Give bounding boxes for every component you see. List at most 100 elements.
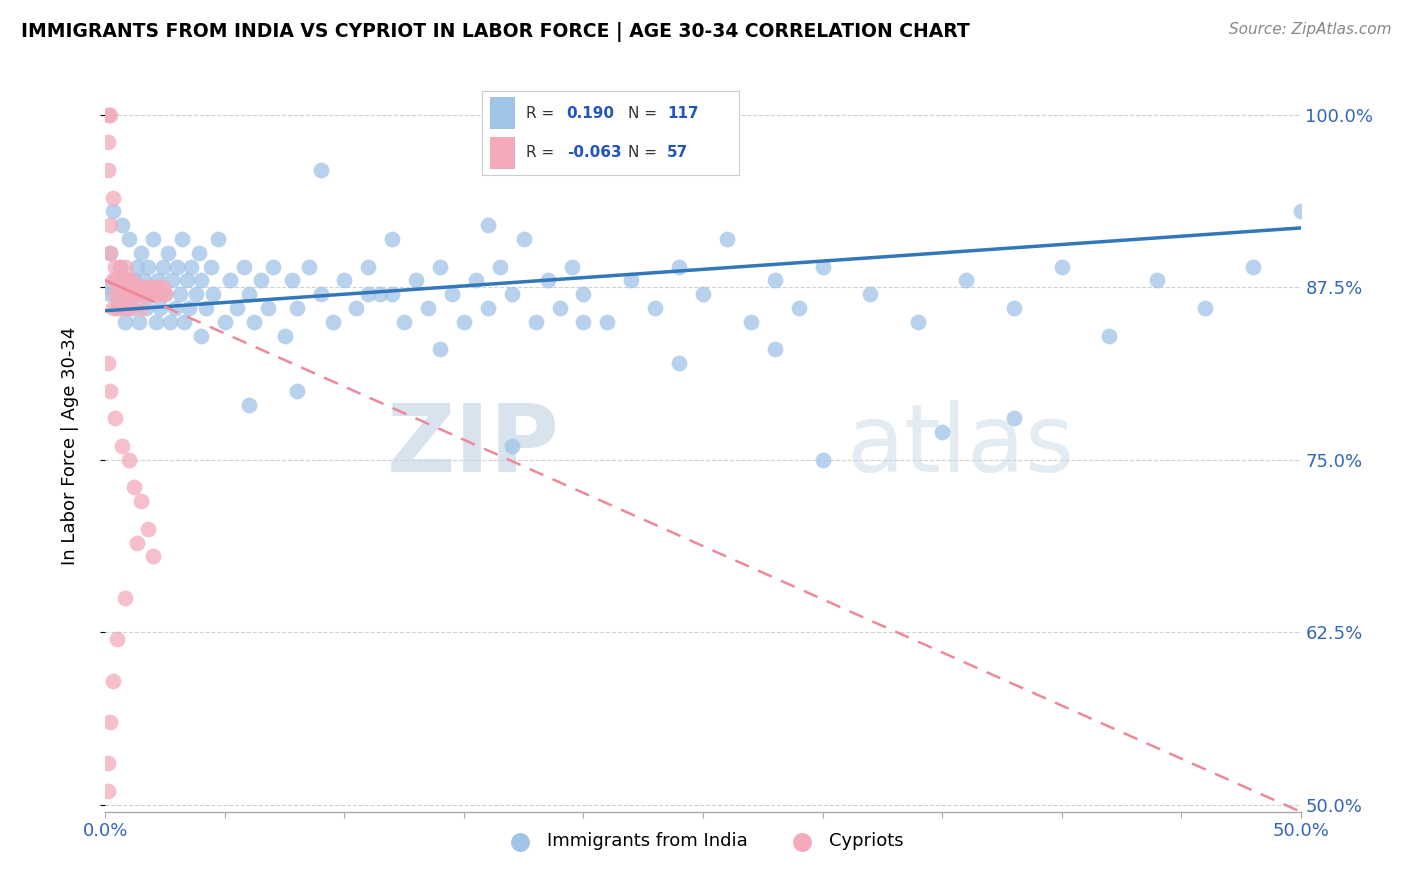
Point — [429, 343, 451, 357]
Point — [173, 315, 195, 329]
Point — [98, 245, 121, 260]
Point — [152, 280, 174, 294]
Point — [138, 280, 160, 294]
Point — [118, 452, 141, 467]
Point — [572, 287, 595, 301]
Point — [309, 287, 332, 301]
Point — [129, 280, 153, 294]
Point — [122, 280, 145, 294]
Point — [242, 315, 264, 329]
Point — [145, 315, 167, 329]
Point — [931, 425, 953, 440]
Point — [309, 163, 332, 178]
Point — [115, 273, 138, 287]
Point — [97, 356, 120, 370]
Point — [214, 315, 236, 329]
Point — [162, 273, 184, 287]
Point — [118, 301, 141, 315]
Point — [763, 273, 786, 287]
Y-axis label: In Labor Force | Age 30-34: In Labor Force | Age 30-34 — [60, 326, 79, 566]
Point — [1289, 204, 1312, 219]
Point — [357, 260, 380, 274]
Point — [190, 328, 212, 343]
Point — [811, 260, 834, 274]
Point — [108, 287, 131, 301]
Point — [262, 260, 284, 274]
Point — [101, 204, 124, 219]
Point — [501, 287, 523, 301]
Point — [170, 232, 193, 246]
Point — [166, 260, 188, 274]
Point — [285, 384, 308, 398]
Point — [907, 315, 929, 329]
Point — [218, 273, 240, 287]
Point — [146, 280, 169, 294]
Point — [114, 315, 136, 329]
Point — [135, 301, 157, 315]
Point — [149, 301, 172, 315]
Point — [644, 301, 666, 315]
Point — [257, 301, 280, 315]
Point — [145, 287, 167, 301]
Point — [129, 245, 153, 260]
Point — [97, 136, 120, 150]
Point — [111, 273, 134, 287]
Point — [98, 218, 121, 232]
Point — [333, 273, 356, 287]
Point — [740, 315, 762, 329]
Point — [668, 356, 690, 370]
Point — [1098, 328, 1121, 343]
Point — [128, 315, 150, 329]
Point — [285, 301, 308, 315]
Point — [128, 280, 150, 294]
Point — [180, 260, 202, 274]
Point — [692, 287, 714, 301]
Point — [346, 301, 368, 315]
Point — [1194, 301, 1216, 315]
Point — [392, 315, 416, 329]
Point — [357, 287, 380, 301]
Point — [238, 287, 260, 301]
Point — [811, 452, 834, 467]
Point — [125, 287, 148, 301]
Point — [111, 439, 134, 453]
Point — [524, 315, 547, 329]
Point — [129, 494, 153, 508]
Point — [107, 273, 129, 287]
Point — [418, 301, 440, 315]
Point — [596, 315, 619, 329]
Point — [104, 273, 127, 287]
Point — [190, 273, 212, 287]
Point — [368, 287, 391, 301]
Point — [477, 301, 499, 315]
Point — [107, 301, 129, 315]
Point — [138, 260, 160, 274]
Point — [107, 301, 129, 315]
Point — [98, 384, 121, 398]
Point — [536, 273, 558, 287]
Point — [97, 756, 120, 771]
Point — [763, 343, 786, 357]
Point — [1002, 411, 1025, 425]
Point — [111, 301, 134, 315]
Point — [477, 218, 499, 232]
Point — [560, 260, 583, 274]
Point — [104, 260, 127, 274]
Point — [440, 287, 463, 301]
Point — [101, 273, 124, 287]
Point — [453, 315, 475, 329]
Point — [104, 287, 127, 301]
Point — [135, 287, 157, 301]
Point — [98, 714, 121, 729]
Point — [233, 260, 256, 274]
Point — [108, 260, 131, 274]
Point — [121, 273, 143, 287]
Point — [98, 287, 121, 301]
Point — [1050, 260, 1073, 274]
Point — [97, 280, 120, 294]
Point — [186, 287, 208, 301]
Point — [98, 245, 121, 260]
Point — [194, 301, 217, 315]
Point — [381, 232, 404, 246]
Point — [464, 273, 488, 287]
